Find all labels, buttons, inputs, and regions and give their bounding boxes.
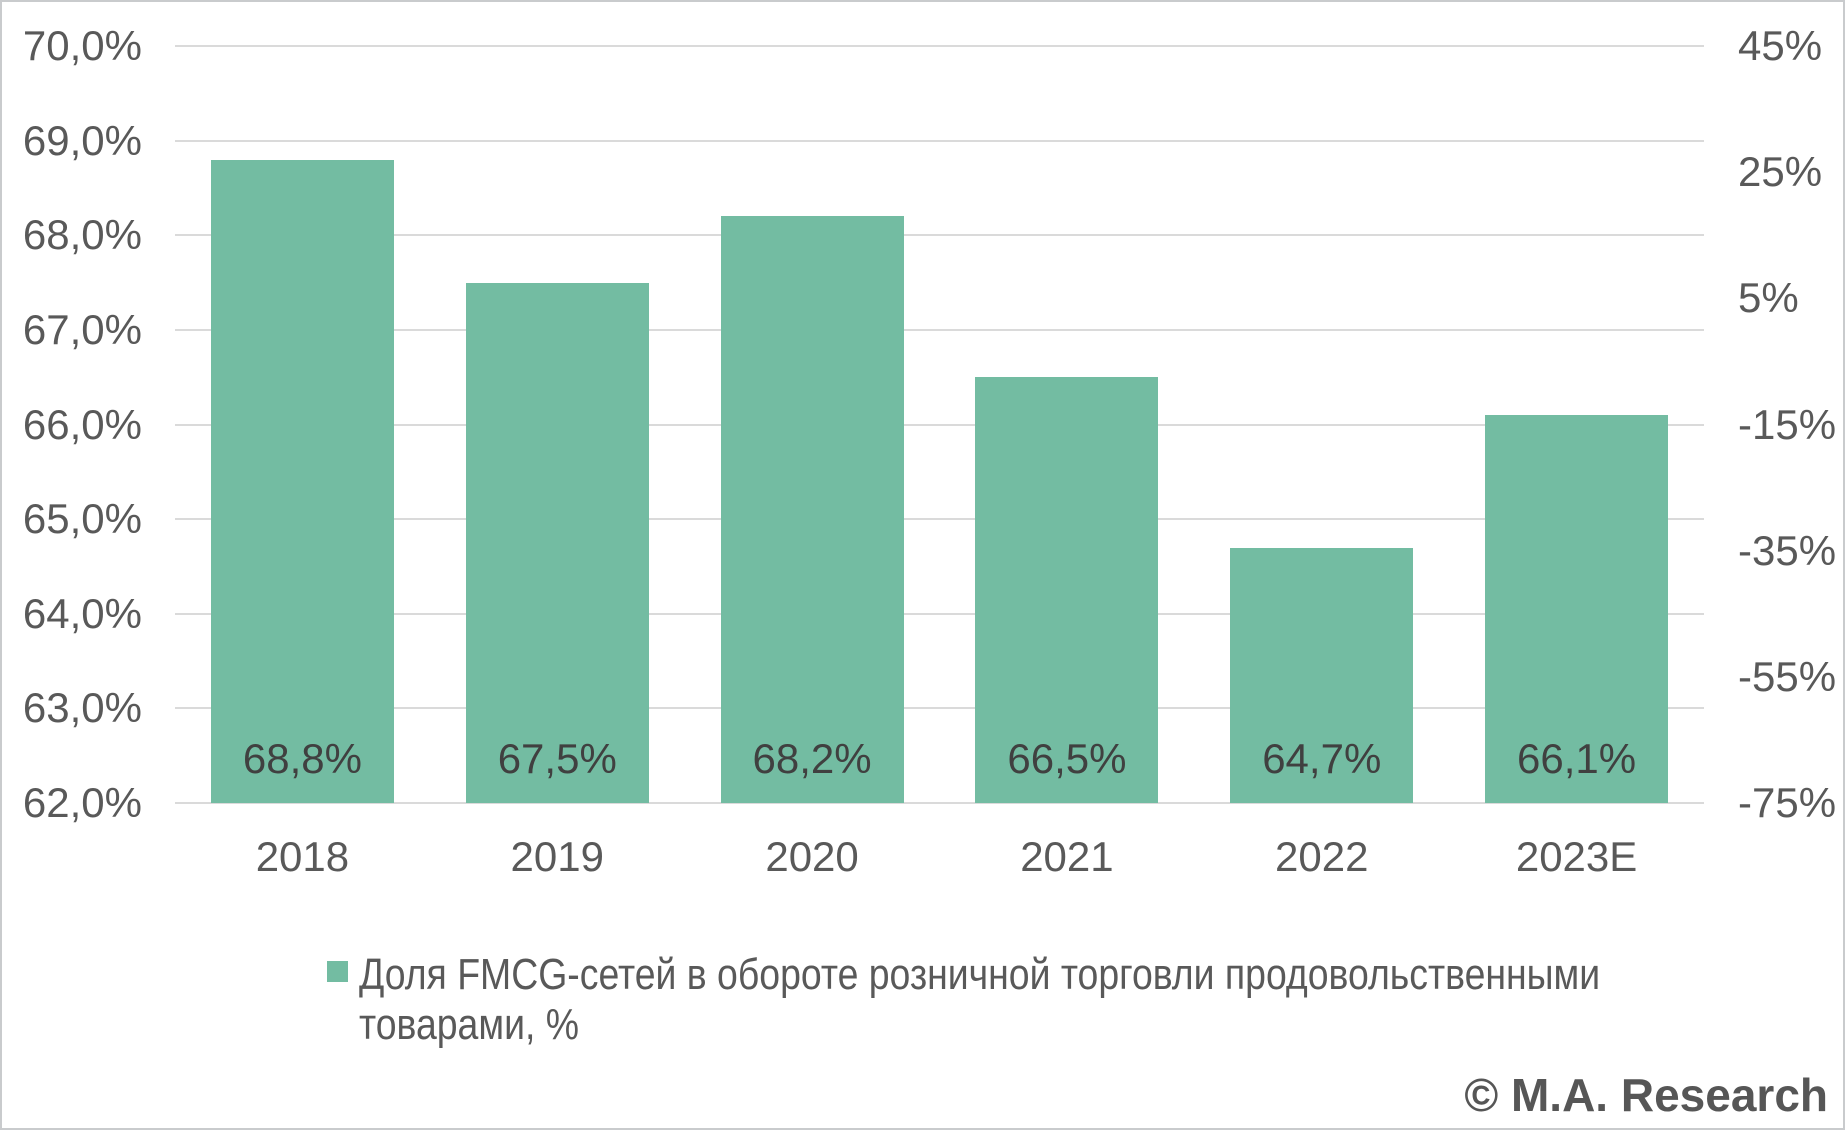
- gridline: [175, 45, 1704, 47]
- bar-2018: 68,8%: [210, 159, 394, 803]
- x-axis-label-2023E: 2023E: [1515, 833, 1638, 880]
- left-axis-tick: 63,0%: [22, 684, 142, 732]
- gridline: [175, 707, 1704, 710]
- x-axis-label-2021: 2021: [1020, 833, 1114, 880]
- right-axis-tick: 25%: [1738, 148, 1823, 196]
- left-axis-tick: 64,0%: [22, 589, 142, 637]
- gridline: [175, 139, 1704, 142]
- gridline: [175, 328, 1704, 331]
- right-axis-tick: -55%: [1738, 652, 1837, 700]
- right-axis-tick: -35%: [1738, 526, 1837, 574]
- legend-label-line2: товарами, %: [359, 1000, 580, 1049]
- bar-2022: 64,7%: [1230, 547, 1414, 803]
- x-axis-label-2020: 2020: [765, 833, 859, 880]
- bar-2023E: 66,1%: [1485, 415, 1669, 803]
- right-axis-tick: -75%: [1738, 779, 1837, 826]
- right-axis-tick: 5%: [1738, 274, 1799, 322]
- gridline: [175, 518, 1704, 521]
- bar-2020: 68,2%: [720, 216, 904, 803]
- bar-value-label: 64,7%: [1262, 735, 1382, 782]
- gridline: [175, 802, 1704, 804]
- bar-2019: 67,5%: [465, 282, 649, 803]
- bar-value-label: 68,8%: [242, 735, 362, 782]
- legend-swatch-icon: [327, 961, 348, 982]
- gridline: [175, 612, 1704, 615]
- left-axis-tick: 68,0%: [22, 211, 142, 259]
- bar-value-label: 66,5%: [1007, 735, 1127, 782]
- bar-2021: 66,5%: [975, 377, 1159, 803]
- legend: Доля FMCG-сетей в обороте розничной торг…: [327, 950, 1819, 1050]
- gridline: [175, 423, 1704, 426]
- right-axis-tick: 45%: [1738, 22, 1823, 69]
- plot-area: 68,8% 67,5% 68,2% 66,5% 64,7% 66,1%: [175, 45, 1704, 804]
- left-axis-tick: 70,0%: [22, 22, 142, 69]
- bar-value-label: 67,5%: [497, 735, 617, 782]
- gridline: [175, 234, 1704, 237]
- left-axis-tick: 66,0%: [22, 400, 142, 448]
- bar-value-label: 68,2%: [752, 735, 872, 782]
- left-axis-tick: 67,0%: [22, 305, 142, 353]
- x-axis-label-2022: 2022: [1275, 833, 1369, 880]
- left-axis-tick: 62,0%: [22, 779, 142, 826]
- left-axis-tick: 69,0%: [22, 116, 142, 164]
- left-axis-tick: 65,0%: [22, 495, 142, 543]
- x-axis-label-2019: 2019: [510, 833, 604, 880]
- right-axis-tick: -15%: [1738, 400, 1837, 448]
- legend-label: Доля FMCG-сетей в обороте розничной торг…: [359, 950, 1600, 1050]
- x-axis-label-2018: 2018: [255, 833, 350, 880]
- legend-label-line1: Доля FMCG-сетей в обороте розничной торг…: [359, 950, 1601, 999]
- bar-value-label: 66,1%: [1517, 735, 1637, 782]
- watermark: © M.A. Research: [1464, 1069, 1828, 1121]
